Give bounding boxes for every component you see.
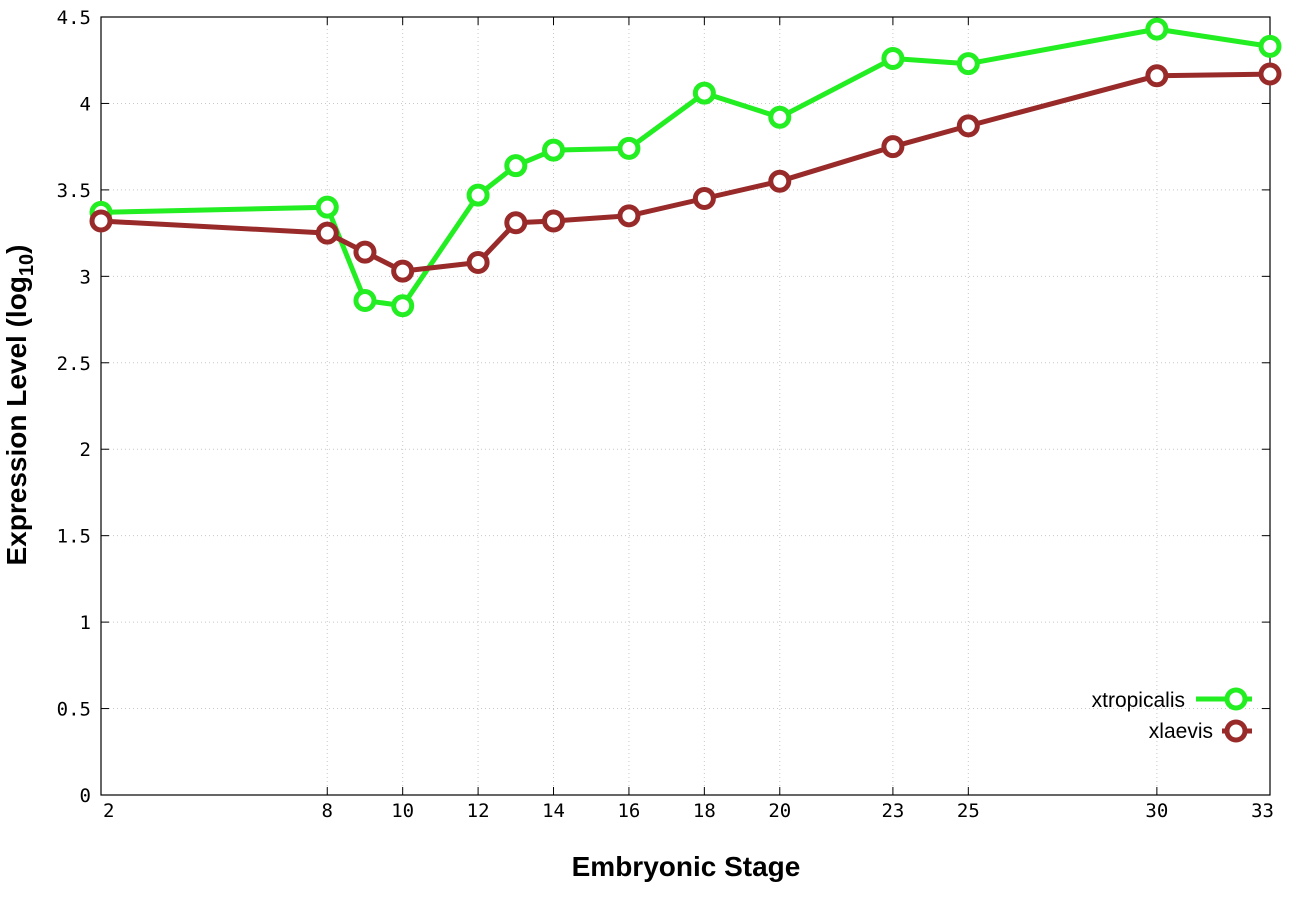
x-tick-label: 2 xyxy=(103,800,114,822)
y-tick-label: 1.5 xyxy=(57,526,91,548)
x-tick-label: 25 xyxy=(957,800,980,822)
data-point-xlaevis xyxy=(768,169,792,193)
y-axis-title: Expression Level (log10) xyxy=(1,245,38,566)
y-tick-label: 0 xyxy=(80,785,91,807)
legend-swatch-marker-xlaevis xyxy=(1224,719,1248,743)
grid-lines xyxy=(101,17,1270,795)
data-point-xlaevis xyxy=(692,187,716,211)
data-point-xlaevis xyxy=(353,240,377,264)
series-xtropicalis xyxy=(89,17,1282,318)
x-tick-label: 10 xyxy=(391,800,414,822)
x-axis-title: Embryonic Stage xyxy=(572,851,801,882)
x-tick-label: 18 xyxy=(693,800,716,822)
x-tick-label: 16 xyxy=(617,800,640,822)
data-point-xlaevis xyxy=(617,204,641,228)
y-axis-tick-labels: 0 0.5 1 1.5 2 2.5 3 3.5 4 4.5 xyxy=(57,7,91,807)
y-tick-label: 0.5 xyxy=(57,699,91,721)
data-point-xlaevis xyxy=(881,135,905,159)
data-point-xlaevis xyxy=(956,114,980,138)
data-point-xlaevis xyxy=(89,209,113,233)
series-xlaevis xyxy=(89,62,1282,283)
y-tick-label: 2 xyxy=(80,439,91,461)
x-tick-label: 33 xyxy=(1251,800,1274,822)
legend-entry-xtropicalis: xtropicalis xyxy=(1092,687,1252,712)
y-axis-title-close: ) xyxy=(1,245,32,254)
legend: xtropicalis xlaevis xyxy=(1092,687,1252,743)
x-tick-label: 12 xyxy=(467,800,490,822)
legend-label-xtropicalis: xtropicalis xyxy=(1092,689,1185,712)
x-tick-label: 8 xyxy=(322,800,333,822)
series-line-xtropicalis xyxy=(100,26,1271,309)
data-point-xtropicalis xyxy=(504,154,528,178)
x-axis-tick-labels: 2 8 10 12 14 16 18 20 23 25 30 33 xyxy=(103,800,1274,822)
data-point-xtropicalis xyxy=(315,195,339,219)
y-axis-title-subscript: 10 xyxy=(16,254,38,276)
data-point-xtropicalis xyxy=(1145,17,1169,41)
legend-entry-xlaevis: xlaevis xyxy=(1149,719,1252,743)
legend-label-xlaevis: xlaevis xyxy=(1149,720,1213,743)
data-point-xlaevis xyxy=(1145,64,1169,88)
data-point-xlaevis xyxy=(315,221,339,245)
data-point-xtropicalis xyxy=(881,46,905,70)
data-point-xtropicalis xyxy=(1258,34,1282,58)
x-tick-label: 23 xyxy=(881,800,904,822)
axis-ticks xyxy=(100,16,1271,796)
x-tick-label: 30 xyxy=(1145,800,1168,822)
y-tick-label: 2.5 xyxy=(57,353,91,375)
y-tick-label: 3 xyxy=(80,266,91,288)
data-point-xtropicalis xyxy=(391,294,415,318)
data-point-xtropicalis xyxy=(466,183,490,207)
x-tick-label: 14 xyxy=(542,800,565,822)
data-point-xlaevis xyxy=(542,209,566,233)
data-point-xlaevis xyxy=(466,251,490,275)
y-axis-title-main: Expression Level (log xyxy=(1,276,32,565)
plot-frame xyxy=(100,16,1271,796)
legend-swatch-marker-xtropicalis xyxy=(1224,687,1248,711)
data-series xyxy=(89,17,1282,318)
data-point-xtropicalis xyxy=(353,289,377,313)
data-point-xtropicalis xyxy=(956,52,980,76)
data-point-xtropicalis xyxy=(768,105,792,129)
y-tick-label: 4.5 xyxy=(57,7,91,29)
data-point-xtropicalis xyxy=(542,138,566,162)
x-tick-label: 20 xyxy=(768,800,791,822)
y-tick-label: 4 xyxy=(80,93,91,115)
data-point-xlaevis xyxy=(1258,62,1282,86)
y-tick-label: 1 xyxy=(80,612,91,634)
data-point-xtropicalis xyxy=(692,81,716,105)
data-point-xtropicalis xyxy=(617,136,641,160)
y-tick-label: 3.5 xyxy=(57,180,91,202)
data-point-xlaevis xyxy=(504,211,528,235)
data-point-xlaevis xyxy=(391,259,415,283)
